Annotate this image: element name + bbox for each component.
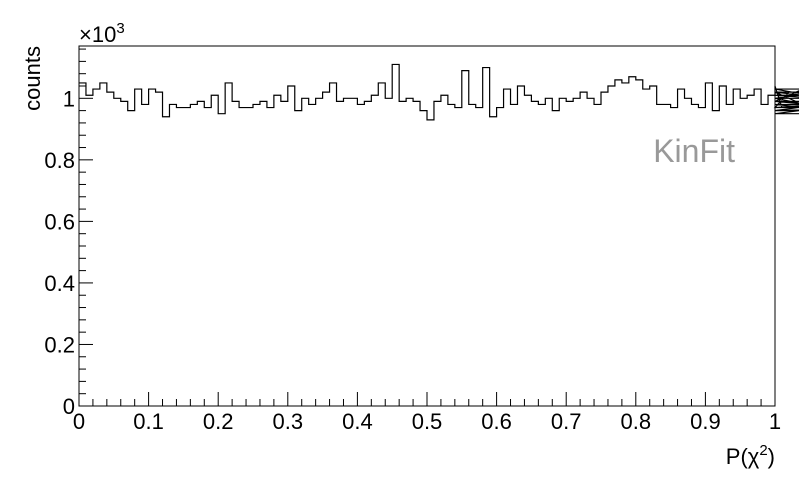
y-tick-label: 0.6 xyxy=(44,209,75,234)
annotation-kinfit: KinFit xyxy=(653,133,735,169)
y-tick-label: 0.2 xyxy=(44,332,75,357)
x-tick-label: 0 xyxy=(73,409,85,434)
x-tick-label: 0.7 xyxy=(551,409,582,434)
x-tick-label: 0.4 xyxy=(342,409,373,434)
axis-ticks xyxy=(78,48,776,407)
y-tick-label: 0.4 xyxy=(44,271,75,296)
x-tick-label: 0.6 xyxy=(481,409,512,434)
x-tick-label: 0.5 xyxy=(412,409,443,434)
x-tick-label: 0.2 xyxy=(203,409,234,434)
y-tick-label: 1 xyxy=(63,86,75,111)
y-tick-label: 0 xyxy=(63,394,75,419)
plot-frame xyxy=(78,45,776,407)
x-tick-label: 0.1 xyxy=(133,409,164,434)
x-tick-label: 0.3 xyxy=(273,409,304,434)
y-axis-title: counts xyxy=(20,46,45,111)
x-tick-label: 0.9 xyxy=(690,409,721,434)
histogram-line xyxy=(79,63,799,121)
x-axis-title: P(χ2) xyxy=(726,442,775,469)
x-tick-label: 1 xyxy=(769,409,781,434)
y-multiplier: ×103 xyxy=(79,20,125,47)
tick-labels: 0 0.1 0.2 0.3 0.4 0.5 0.6 0.7 0.8 0.9 1 0 0.2 0.4 0.6 0… xyxy=(44,86,781,434)
x-tick-label: 0.8 xyxy=(621,409,652,434)
y-tick-label: 0.8 xyxy=(44,148,75,173)
